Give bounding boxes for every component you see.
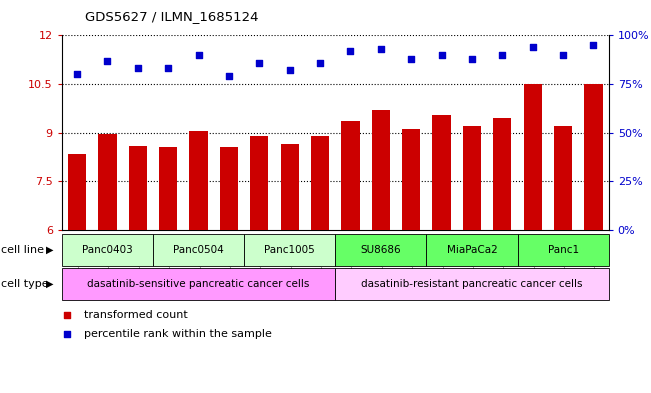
Bar: [585, 84, 603, 230]
Bar: [426, 234, 518, 266]
Text: MiaPaCa2: MiaPaCa2: [447, 245, 497, 255]
Point: [62, 312, 72, 318]
Point: [467, 55, 477, 62]
Point: [224, 73, 234, 79]
Bar: [335, 234, 426, 266]
Text: Panc1: Panc1: [547, 245, 579, 255]
Bar: [463, 126, 481, 230]
Point: [163, 65, 173, 72]
Point: [62, 331, 72, 337]
Text: SU8686: SU8686: [361, 245, 401, 255]
Point: [527, 44, 538, 50]
Text: cell line: cell line: [1, 245, 44, 255]
Bar: [159, 147, 177, 230]
Bar: [372, 110, 390, 230]
Bar: [341, 121, 359, 230]
Point: [133, 65, 143, 72]
Bar: [153, 234, 244, 266]
Bar: [98, 134, 117, 230]
Bar: [68, 154, 86, 230]
Point: [102, 57, 113, 64]
Point: [345, 48, 355, 54]
Point: [497, 51, 508, 58]
Point: [376, 46, 386, 52]
Text: Panc1005: Panc1005: [264, 245, 315, 255]
Point: [72, 71, 82, 77]
Bar: [432, 115, 450, 230]
Point: [284, 67, 295, 73]
Bar: [554, 126, 572, 230]
Bar: [335, 268, 609, 300]
Point: [254, 59, 264, 66]
Point: [406, 55, 417, 62]
Text: Panc0504: Panc0504: [173, 245, 224, 255]
Bar: [189, 131, 208, 230]
Text: Panc0403: Panc0403: [82, 245, 133, 255]
Point: [436, 51, 447, 58]
Bar: [129, 145, 147, 230]
Text: ▶: ▶: [46, 245, 53, 255]
Bar: [220, 147, 238, 230]
Bar: [493, 118, 512, 230]
Bar: [281, 144, 299, 230]
Text: ▶: ▶: [46, 279, 53, 289]
Bar: [244, 234, 335, 266]
Point: [589, 42, 599, 48]
Text: percentile rank within the sample: percentile rank within the sample: [84, 329, 271, 339]
Text: transformed count: transformed count: [84, 310, 187, 320]
Point: [315, 59, 326, 66]
Bar: [62, 268, 335, 300]
Bar: [518, 234, 609, 266]
Bar: [523, 84, 542, 230]
Bar: [402, 129, 421, 230]
Point: [558, 51, 568, 58]
Bar: [311, 136, 329, 230]
Text: dasatinib-sensitive pancreatic cancer cells: dasatinib-sensitive pancreatic cancer ce…: [87, 279, 310, 289]
Bar: [250, 136, 268, 230]
Text: dasatinib-resistant pancreatic cancer cells: dasatinib-resistant pancreatic cancer ce…: [361, 279, 583, 289]
Text: cell type: cell type: [1, 279, 48, 289]
Bar: [62, 234, 153, 266]
Text: GDS5627 / ILMN_1685124: GDS5627 / ILMN_1685124: [85, 10, 258, 23]
Point: [193, 51, 204, 58]
